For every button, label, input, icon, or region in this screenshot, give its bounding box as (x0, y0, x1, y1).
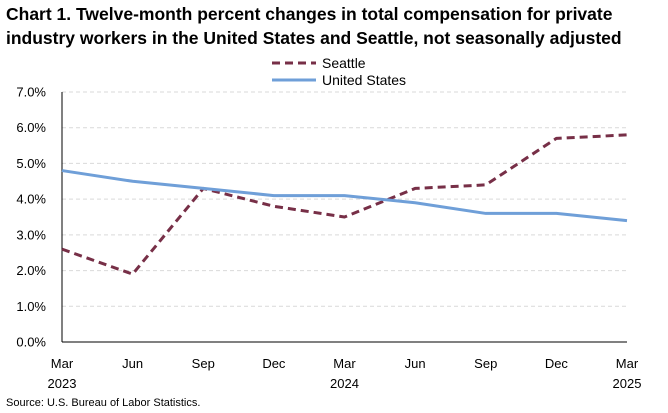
x-tick-month: Sep (192, 356, 215, 371)
y-tick-label: 5.0% (16, 156, 46, 171)
x-tick-year: 2023 (48, 376, 77, 391)
series-line-seattle (61, 133, 628, 276)
x-tick-month: Jun (122, 356, 143, 371)
x-tick-month: Mar (616, 356, 639, 371)
x-tick-month: Sep (474, 356, 497, 371)
axes (61, 92, 627, 343)
x-tick-year: 2024 (330, 376, 359, 391)
y-tick-label: 7.0% (16, 85, 46, 100)
x-tick-year: 2025 (613, 376, 642, 391)
series-lines (61, 133, 628, 276)
legend-label-seattle: Seattle (322, 55, 366, 71)
legend-label-united-states: United States (322, 72, 406, 88)
x-tick-month: Mar (333, 356, 356, 371)
source-note: Source: U.S. Bureau of Labor Statistics. (6, 397, 201, 409)
y-tick-label: 1.0% (16, 299, 46, 314)
y-tick-label: 3.0% (16, 227, 46, 242)
x-tick-month: Dec (545, 356, 569, 371)
y-tick-label: 0.0% (16, 335, 46, 350)
y-tick-label: 6.0% (16, 120, 46, 135)
gridlines (62, 91, 627, 307)
x-axis-ticks: Mar 2023 Jun Sep Dec Mar 2024 Jun Sep Dec Mar 2025 (48, 356, 642, 391)
x-tick-month: Dec (262, 356, 286, 371)
y-axis-ticks: 0.0% 1.0% 2.0% 3.0% 4.0% 5.0% 6.0% 7.0% (16, 85, 46, 350)
y-tick-label: 4.0% (16, 192, 46, 207)
chart-title: Chart 1. Twelve-month percent changes in… (6, 4, 622, 48)
x-tick-month: Jun (405, 356, 426, 371)
x-tick-month: Mar (51, 356, 74, 371)
y-tick-label: 2.0% (16, 263, 46, 278)
